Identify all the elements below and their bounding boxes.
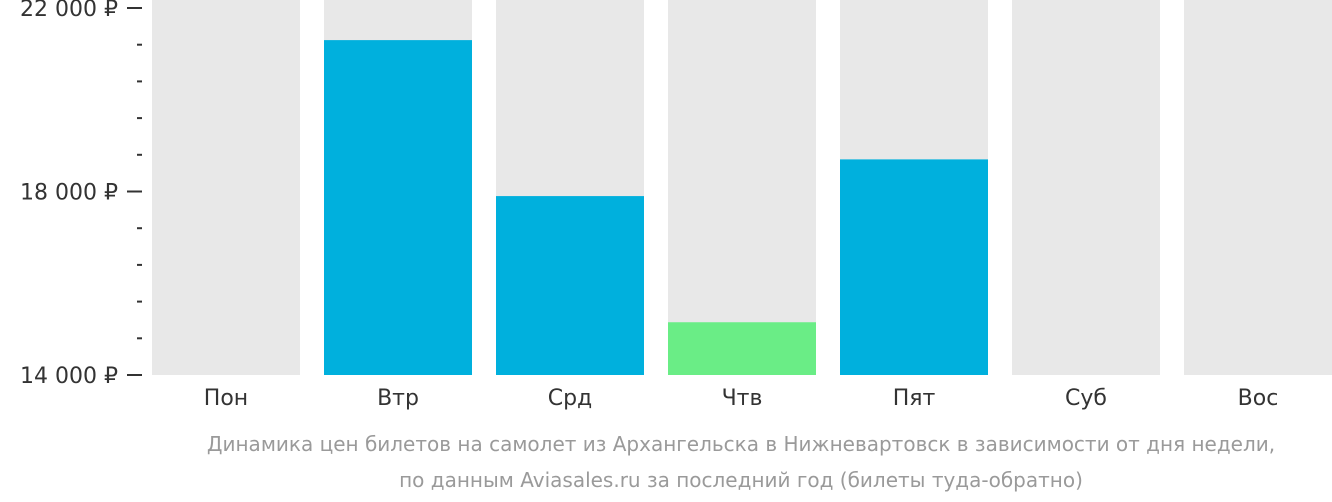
chart-caption-line-1: Динамика цен билетов на самолет из Архан… (206, 432, 1276, 456)
bar-2 (496, 196, 644, 375)
bar-background-6 (1184, 0, 1332, 375)
y-tick-label: 22 000 ₽ (20, 0, 118, 22)
x-tick-label: Срд (548, 386, 593, 411)
y-tick-label: 18 000 ₽ (20, 181, 118, 206)
x-tick-label: Чтв (722, 386, 763, 411)
bar-3 (668, 322, 816, 375)
bar-background-5 (1012, 0, 1160, 375)
x-tick-label: Суб (1065, 386, 1107, 411)
bar-background-3 (668, 0, 816, 375)
price-by-weekday-chart: Пон Втр Срд Чтв Пят Суб Вос 14 000 ₽ 18 000 ₽ 22 … (20, 0, 1332, 411)
chart-caption-line-2: по данным Aviasales.ru за последний год … (399, 468, 1083, 492)
x-tick-label: Вос (1238, 386, 1279, 411)
bar-4 (840, 159, 988, 375)
x-tick-label: Втр (377, 386, 419, 411)
x-tick-label: Пон (204, 386, 248, 411)
bar-1 (324, 40, 472, 376)
x-tick-label: Пят (893, 386, 936, 411)
bar-background-0 (152, 0, 300, 375)
y-tick-label: 14 000 ₽ (20, 364, 118, 389)
